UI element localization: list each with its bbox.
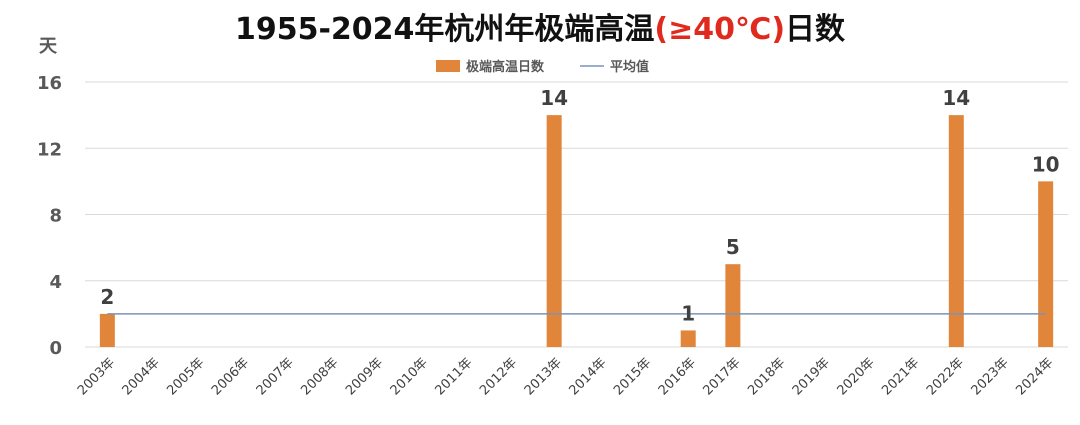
legend-bar-swatch xyxy=(436,60,460,72)
bar xyxy=(1038,181,1054,347)
x-tick-label: 2012年 xyxy=(477,355,520,398)
x-tick-label: 2009年 xyxy=(343,355,386,398)
y-tick-label: 4 xyxy=(49,272,62,293)
legend: 极端高温日数 平均值 xyxy=(436,59,649,75)
x-tick-label: 2011年 xyxy=(432,355,475,398)
x-tick-label: 2013年 xyxy=(522,355,565,398)
title-main: 1955-2024年杭州年极端高温 xyxy=(234,12,655,47)
x-tick-label: 2015年 xyxy=(611,355,654,398)
legend-bar-label: 极端高温日数 xyxy=(466,59,545,75)
legend-line-label: 平均值 xyxy=(610,59,649,75)
data-label: 14 xyxy=(540,86,568,110)
x-tick-label: 2008年 xyxy=(298,355,341,398)
bar xyxy=(725,264,741,347)
data-label: 5 xyxy=(726,235,740,259)
x-tick-label: 2020年 xyxy=(835,355,878,398)
x-tick-label: 2005年 xyxy=(164,355,207,398)
y-tick-label: 8 xyxy=(49,206,62,227)
bar xyxy=(99,313,115,347)
x-tick-label: 2010年 xyxy=(388,355,431,398)
y-tick-label: 0 xyxy=(49,338,62,359)
x-tick-label: 2004年 xyxy=(120,355,163,398)
y-axis-ticks: 0 4 8 12 16 xyxy=(37,73,62,359)
x-tick-label: 2023年 xyxy=(969,355,1012,398)
y-tick-label: 16 xyxy=(37,73,62,94)
x-tick-label: 2018年 xyxy=(745,355,788,398)
x-tick-label: 2014年 xyxy=(566,355,609,398)
data-labels: 2 14 1 5 14 10 xyxy=(100,86,1059,325)
y-tick-label: 12 xyxy=(37,139,62,160)
x-tick-label: 2022年 xyxy=(924,355,967,398)
x-tick-label: 2016年 xyxy=(656,355,699,398)
x-tick-label: 2017年 xyxy=(701,355,744,398)
x-tick-label: 2024年 xyxy=(1013,355,1056,398)
title-suffix: 日数 xyxy=(785,12,846,47)
data-label: 2 xyxy=(100,285,114,309)
x-tick-label: 2019年 xyxy=(790,355,833,398)
chart-title: 1955-2024年杭州年极端高温(≥40℃)日数 xyxy=(0,4,1080,48)
bars xyxy=(99,115,1054,347)
x-tick-label: 2021年 xyxy=(879,355,922,398)
data-label: 1 xyxy=(681,301,695,325)
y-axis-unit: 天 xyxy=(39,36,58,57)
bar xyxy=(546,115,562,347)
bar xyxy=(948,115,964,347)
title-highlight: (≥40℃) xyxy=(654,12,786,47)
x-tick-label: 2006年 xyxy=(209,355,252,398)
x-tick-label: 2003年 xyxy=(75,355,118,398)
data-label: 14 xyxy=(942,86,970,110)
x-tick-label: 2007年 xyxy=(254,355,297,398)
data-label: 10 xyxy=(1032,152,1060,176)
bar xyxy=(680,330,696,347)
gridlines xyxy=(85,81,1068,348)
x-axis-ticks: 2003年 2004年 2005年 2006年 2007年 2008年 2009年 2010年… xyxy=(75,355,1057,398)
